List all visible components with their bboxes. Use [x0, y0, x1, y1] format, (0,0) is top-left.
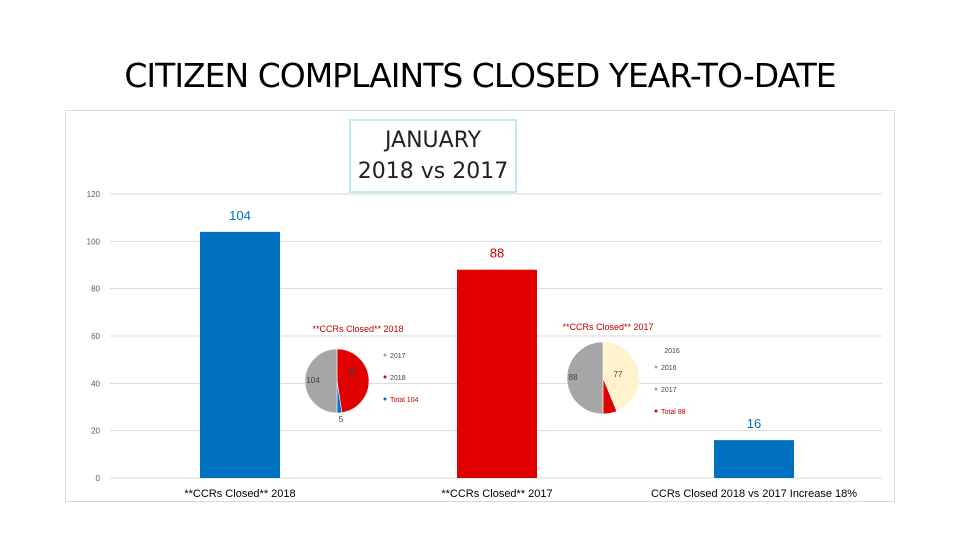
pie-slice — [304, 348, 338, 414]
legend-marker — [383, 375, 387, 379]
pie-title: **CCRs Closed** 2018 — [312, 324, 403, 334]
x-tick-label: **CCRs Closed** 2017 — [441, 488, 552, 500]
pie-data-label: 77 — [614, 370, 623, 379]
x-tick-label: CCRs Closed 2018 vs 2017 Increase 18% — [651, 488, 857, 500]
page-title: CITIZEN COMPLAINTS CLOSED YEAR-TO-DATE — [124, 56, 836, 95]
chart-subtitle: JANUARY 2018 vs 2017 — [349, 119, 517, 193]
pie-slice — [566, 341, 604, 415]
pie-data-label: 88 — [569, 373, 578, 382]
legend-label: 2017 — [390, 353, 406, 360]
bar — [714, 440, 794, 478]
pie-slice — [336, 348, 370, 413]
x-tick-label: **CCRs Closed** 2018 — [184, 488, 295, 500]
bar — [200, 231, 280, 478]
pie-data-label: 5 — [339, 415, 344, 424]
bar-value-label: 16 — [747, 416, 761, 431]
legend-label: 2018 — [390, 375, 406, 382]
pie-data-label: 99 — [348, 368, 357, 377]
bar-value-label: 88 — [490, 246, 504, 261]
legend-label: 2017 — [661, 387, 677, 394]
y-tick-label: 40 — [91, 379, 100, 388]
legend-label: 2016 — [661, 365, 677, 372]
bar — [457, 269, 537, 478]
bar-value-label: 104 — [229, 208, 251, 223]
legend-marker — [654, 387, 658, 391]
legend-label: Total 104 — [390, 397, 419, 404]
y-tick-label: 100 — [87, 237, 101, 246]
legend-label: Total 88 — [661, 409, 686, 416]
subtitle-line-2: 2018 vs 2017 — [357, 159, 509, 184]
y-tick-label: 20 — [91, 427, 100, 436]
subtitle-line-1: JANUARY — [384, 128, 482, 153]
legend-marker — [654, 365, 658, 369]
y-tick-label: 80 — [91, 285, 100, 294]
y-tick-label: 60 — [91, 332, 100, 341]
pie-data-label: 104 — [306, 376, 320, 385]
legend-marker — [383, 353, 387, 357]
y-tick-label: 120 — [87, 190, 101, 199]
y-tick-label: 0 — [96, 474, 101, 483]
chart-frame — [65, 110, 895, 502]
legend-marker — [654, 409, 658, 413]
pie-slice — [602, 341, 640, 412]
legend-label: 2016 — [664, 348, 680, 355]
pie-title: **CCRs Closed** 2017 — [562, 322, 653, 332]
legend-marker — [383, 397, 387, 401]
